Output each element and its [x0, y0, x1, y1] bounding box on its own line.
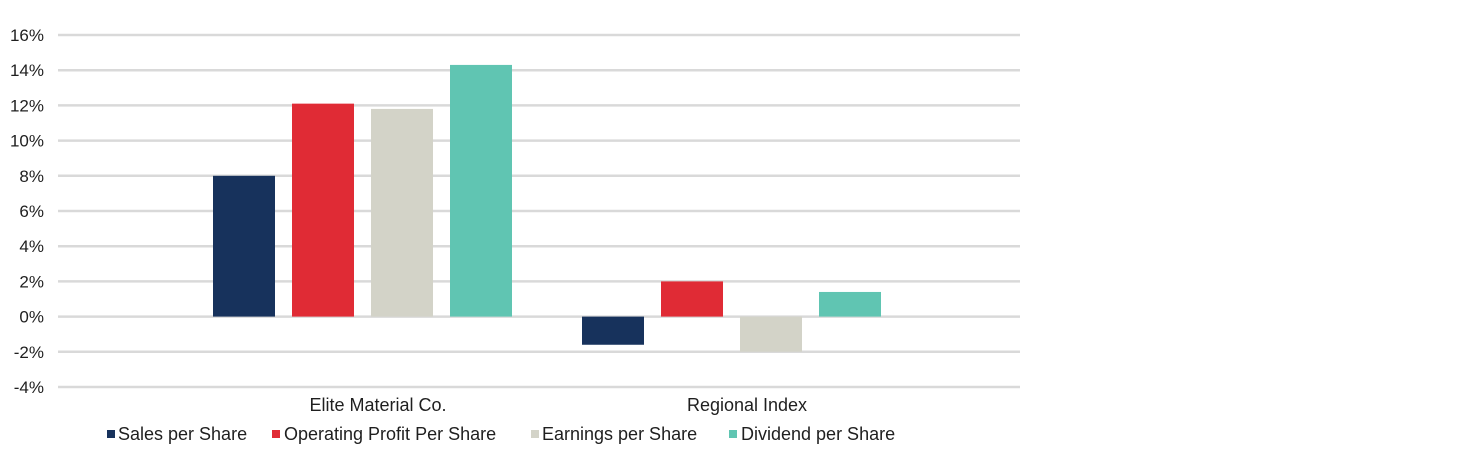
- legend-label: Earnings per Share: [542, 424, 697, 444]
- y-tick-label: 10%: [10, 132, 44, 151]
- x-axis: Elite Material Co. Regional Index: [309, 395, 807, 415]
- bar: [292, 103, 354, 317]
- bar: [582, 316, 644, 345]
- bars: [213, 64, 881, 352]
- legend-swatch: [107, 430, 115, 438]
- y-tick-label: 6%: [19, 202, 44, 221]
- y-tick-label: 2%: [19, 272, 44, 291]
- legend-swatch: [272, 430, 280, 438]
- bar: [371, 108, 433, 317]
- category-label: Regional Index: [687, 395, 807, 415]
- legend: Sales per Share Operating Profit Per Sha…: [107, 424, 895, 444]
- y-tick-label: -4%: [14, 378, 44, 397]
- y-tick-label: -2%: [14, 343, 44, 362]
- legend-swatch: [729, 430, 737, 438]
- bar: [213, 175, 275, 317]
- legend-label: Sales per Share: [118, 424, 247, 444]
- bar: [740, 316, 802, 352]
- legend-item: Dividend per Share: [729, 424, 895, 444]
- y-tick-label: 4%: [19, 237, 44, 256]
- bar: [819, 291, 881, 317]
- legend-item: Earnings per Share: [531, 424, 697, 444]
- bar: [661, 281, 723, 317]
- legend-label: Dividend per Share: [741, 424, 895, 444]
- legend-item: Operating Profit Per Share: [272, 424, 496, 444]
- legend-item: Sales per Share: [107, 424, 247, 444]
- y-tick-label: 8%: [19, 167, 44, 186]
- legend-label: Operating Profit Per Share: [284, 424, 496, 444]
- y-axis: 16% 14% 12% 10% 8% 6% 4% 2% 0% -2% -4%: [10, 26, 44, 397]
- legend-swatch: [531, 430, 539, 438]
- y-tick-label: 0%: [19, 308, 44, 327]
- gridlines: [58, 33, 1020, 389]
- y-tick-label: 16%: [10, 26, 44, 45]
- bar: [450, 64, 512, 317]
- y-tick-label: 14%: [10, 61, 44, 80]
- category-label: Elite Material Co.: [309, 395, 446, 415]
- y-tick-label: 12%: [10, 96, 44, 115]
